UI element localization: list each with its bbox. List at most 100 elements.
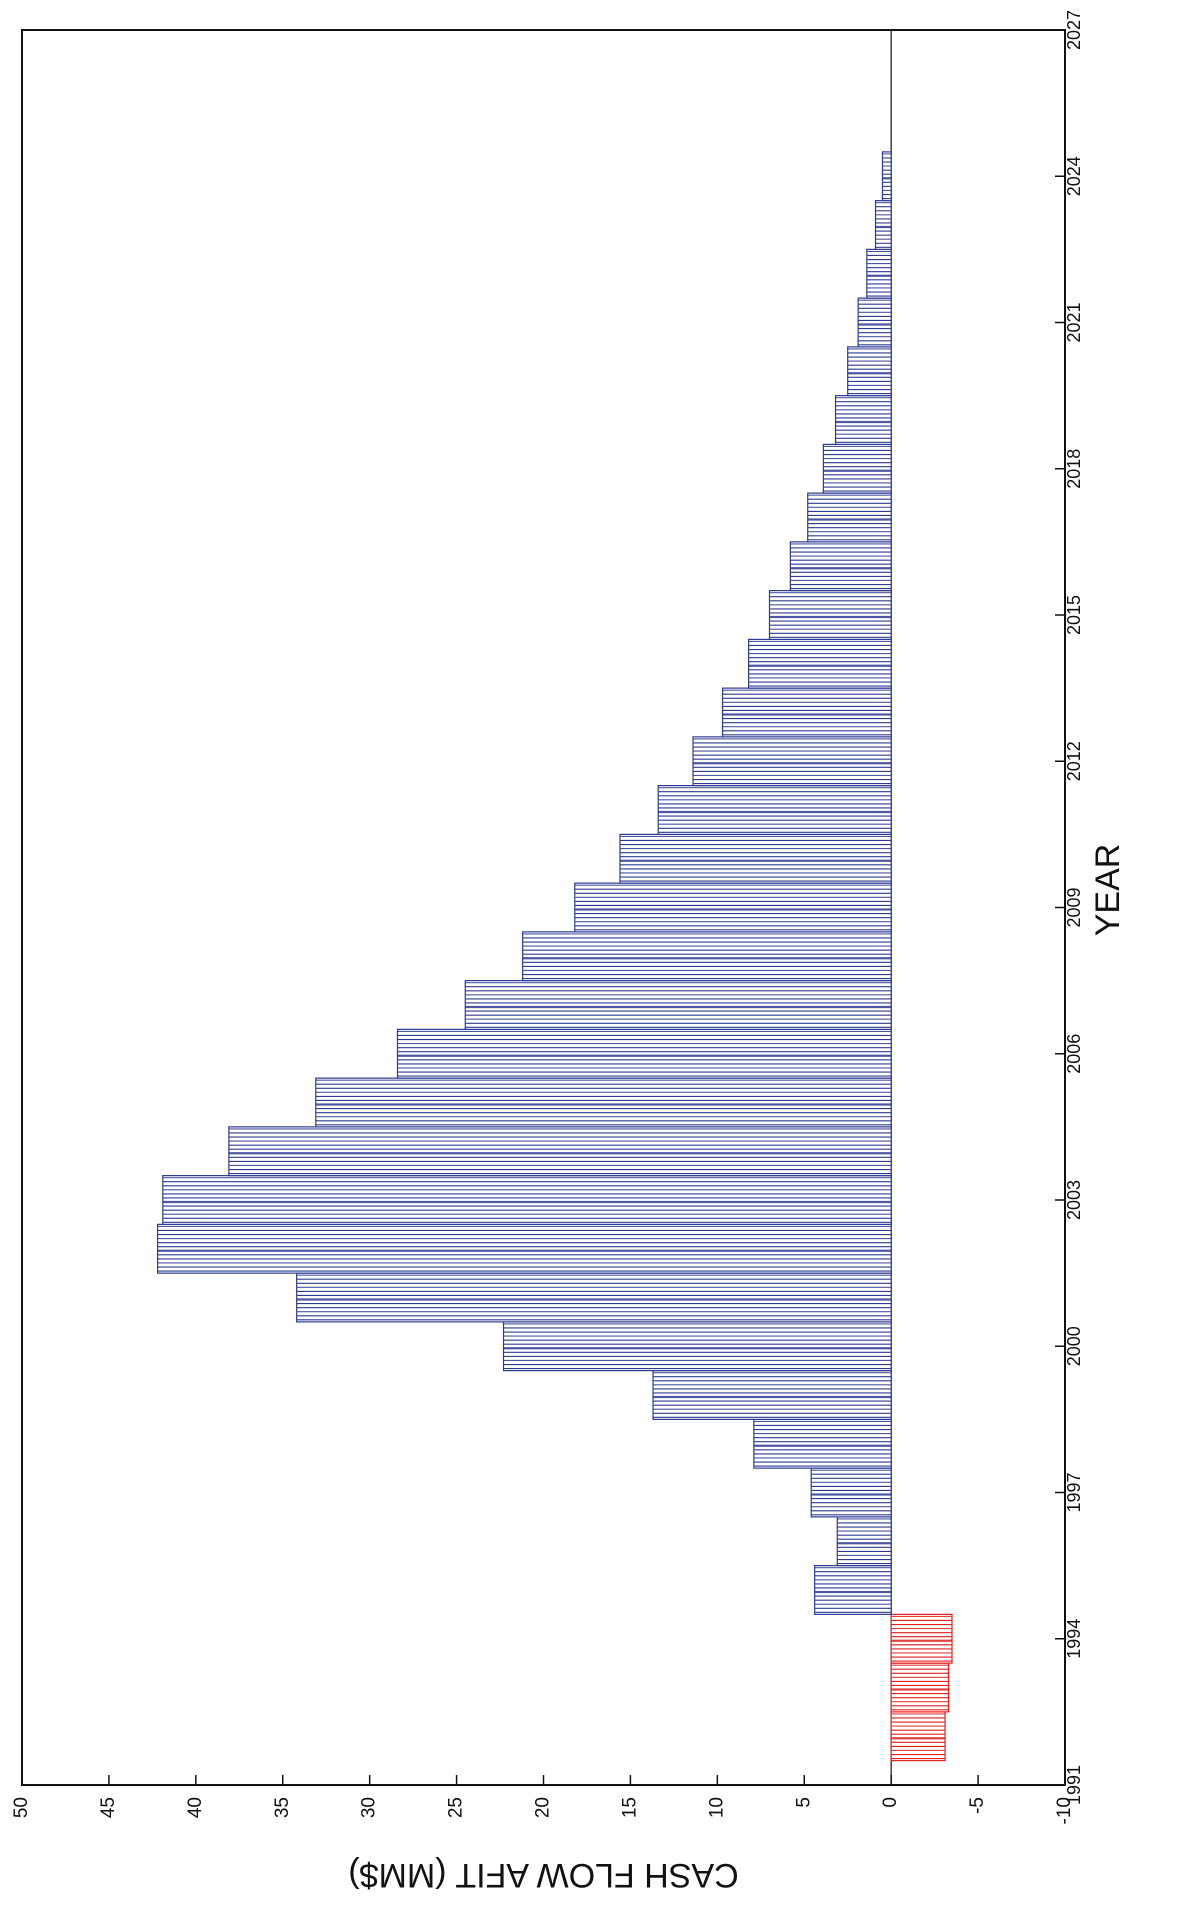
bar-2001 (296, 1272, 892, 1323)
bar-2023 (874, 200, 892, 250)
bar-outline (652, 1370, 892, 1420)
bar-outline (834, 395, 892, 445)
x-axis-title: YEAR (1089, 844, 1127, 937)
bar-outline (748, 638, 892, 689)
bar-outline (874, 200, 892, 250)
bar-outline (857, 297, 892, 348)
bar-2010 (619, 833, 892, 884)
value-tick-label-40: 40 (185, 1797, 206, 1818)
bar-1996 (836, 1516, 892, 1567)
bar-1997 (810, 1467, 892, 1518)
bar-outline (814, 1565, 892, 1615)
bar-2000 (502, 1321, 892, 1372)
bar-outline (156, 1223, 892, 1274)
value-tick-label-30: 30 (359, 1797, 380, 1818)
value-tick-label--5: -5 (967, 1797, 988, 1814)
year-axis: 1991 1994 1997 2000 2003 2006 2009 2012 2015 2018… (1055, 10, 1084, 1805)
value-tick-label-45: 45 (98, 1797, 119, 1818)
value-tick-label--10: -10 (1054, 1797, 1075, 1824)
bar-1994 (890, 1613, 953, 1664)
year-tick-label-1997: 1997 (1064, 1472, 1084, 1512)
bar-2018 (822, 443, 892, 494)
bar-outline (574, 882, 892, 933)
plot-frame (21, 29, 1066, 1786)
bar-2024 (881, 151, 892, 202)
bar-2005 (315, 1077, 892, 1128)
bar-2017 (807, 492, 892, 543)
bar-2012 (692, 736, 892, 787)
bar-outline (810, 1467, 892, 1518)
bar-2022 (866, 248, 892, 299)
year-tick-label-2012: 2012 (1064, 741, 1084, 781)
year-tick-label-2024: 2024 (1064, 156, 1084, 196)
bar-1993 (890, 1662, 950, 1713)
bar-outline (396, 1028, 892, 1079)
year-tick-label-2015: 2015 (1064, 595, 1084, 635)
bar-outline (807, 492, 892, 543)
year-tick-label-2018: 2018 (1064, 449, 1084, 489)
bar-2020 (847, 346, 892, 397)
year-tick-label-2003: 2003 (1064, 1180, 1084, 1220)
value-tick-label-50: 50 (11, 1797, 32, 1818)
bar-2013 (721, 687, 892, 738)
bar-outline (768, 590, 892, 640)
bar-2019 (834, 395, 892, 445)
bar-2007 (464, 980, 892, 1030)
bar-2009 (574, 882, 892, 933)
value-tick-label-10: 10 (706, 1797, 727, 1818)
bar-outline (228, 1126, 892, 1177)
bar-outline (657, 785, 892, 835)
year-tick-label-2009: 2009 (1064, 887, 1084, 927)
bar-outline (890, 1613, 953, 1664)
year-tick-label-2000: 2000 (1064, 1326, 1084, 1366)
value-tick-label-15: 15 (619, 1797, 640, 1818)
value-tick-label-25: 25 (446, 1797, 467, 1818)
bar-1992 (890, 1711, 946, 1762)
plot-border (21, 29, 1066, 1786)
bar-2021 (857, 297, 892, 348)
bars-group (156, 151, 953, 1762)
bar-outline (847, 346, 892, 397)
value-axis: 50 45 40 35 30 25 20 15 10 5 0 -5 -10 (11, 1775, 1075, 1824)
value-tick-label-0: 0 (880, 1797, 901, 1808)
bar-1998 (753, 1418, 892, 1469)
bar-2016 (789, 541, 892, 592)
bar-outline (890, 1711, 946, 1762)
bar-outline (315, 1077, 892, 1128)
bar-1995 (814, 1565, 892, 1615)
bar-outline (881, 151, 892, 202)
bar-outline (162, 1175, 892, 1225)
bar-2006 (396, 1028, 892, 1079)
bar-outline (619, 833, 892, 884)
bar-outline (890, 1662, 950, 1713)
y-axis-title: CASH FLOW AFIT (MM$) (348, 1856, 738, 1894)
bar-outline (866, 248, 892, 299)
bar-outline (822, 443, 892, 494)
bar-outline (464, 980, 892, 1030)
year-tick-label-2027: 2027 (1064, 10, 1084, 50)
bar-2003 (162, 1175, 892, 1225)
value-tick-label-20: 20 (533, 1797, 554, 1818)
value-tick-label-35: 35 (272, 1797, 293, 1818)
bar-outline (692, 736, 892, 787)
year-tick-label-2006: 2006 (1064, 1034, 1084, 1074)
bar-outline (789, 541, 892, 592)
bar-2015 (768, 590, 892, 640)
bar-outline (721, 687, 892, 738)
bar-outline (522, 931, 892, 982)
year-tick-label-1994: 1994 (1064, 1619, 1084, 1659)
bar-2002 (156, 1223, 892, 1274)
bar-2008 (522, 931, 892, 982)
bar-2011 (657, 785, 892, 835)
bar-2014 (748, 638, 892, 689)
year-tick-label-2021: 2021 (1064, 302, 1084, 342)
bar-outline (296, 1272, 892, 1323)
bar-1999 (652, 1370, 892, 1420)
value-tick-label-5: 5 (793, 1797, 814, 1808)
bar-outline (753, 1418, 892, 1469)
bar-outline (836, 1516, 892, 1567)
year-tick-label-1991: 1991 (1064, 1765, 1084, 1805)
bar-outline (502, 1321, 892, 1372)
